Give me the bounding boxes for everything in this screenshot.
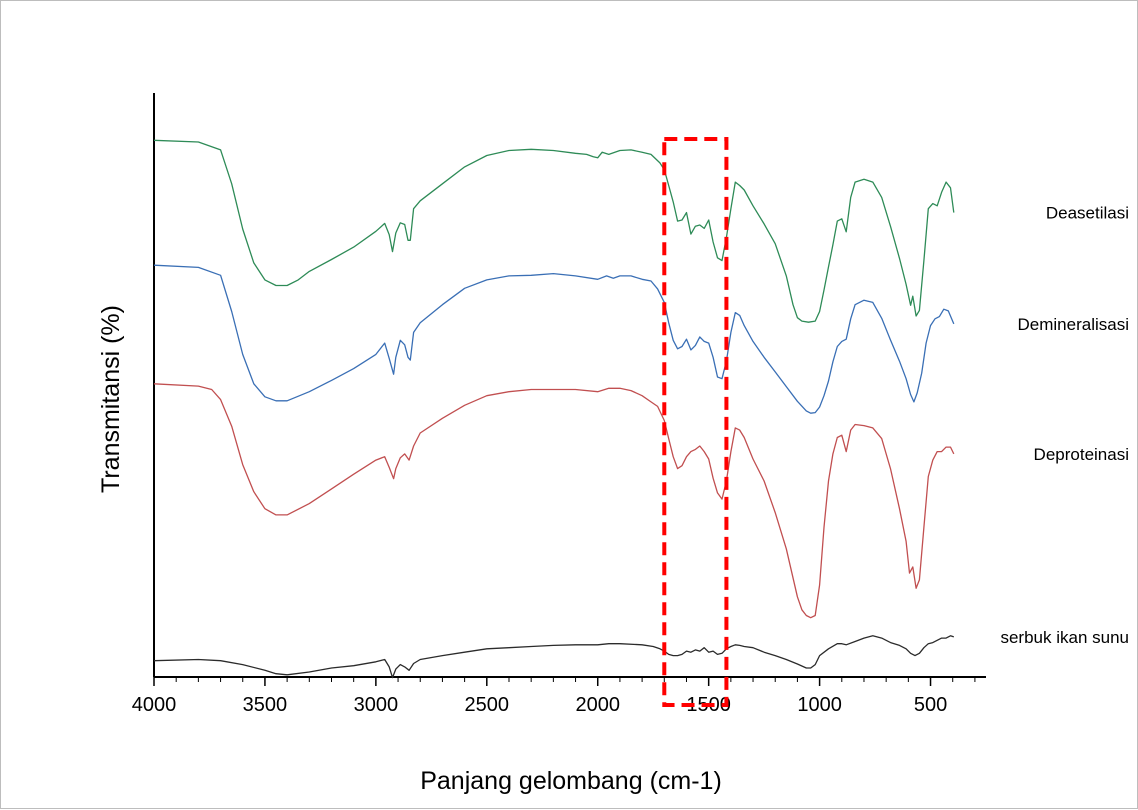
x-tick-label: 1000 — [797, 694, 842, 716]
x-tick-label: 2000 — [575, 694, 620, 716]
series-label-deproteinasi: Deproteinasi — [1034, 445, 1129, 464]
x-axis-title: Panjang gelombang (cm-1) — [420, 767, 722, 795]
labels-layer: Deasetilasi Demineralisasi Deproteinasi ser… — [1000, 204, 1129, 647]
series-line-demineralisasi — [153, 264, 955, 414]
x-tick-label: 3000 — [354, 694, 399, 716]
axes: 4000 3500 3000 2500 2000 1500 1000 500 — [132, 93, 986, 716]
series-line-deasetilasi — [153, 139, 955, 323]
series-label-serbuk-ikan-sunu: serbuk ikan sunu — [1000, 628, 1129, 647]
highlight-box — [662, 137, 729, 707]
series-label-demineralisasi: Demineralisasi — [1018, 315, 1129, 334]
series-line-serbuk-ikan-sunu — [153, 635, 955, 679]
x-tick-label: 4000 — [132, 694, 177, 716]
series-line-deproteinasi — [153, 383, 955, 619]
x-tick-label: 2500 — [465, 694, 510, 716]
x-tick-label: 500 — [914, 694, 947, 716]
series-layer — [153, 139, 955, 679]
highlight-layer — [662, 137, 729, 707]
x-tick-label: 3500 — [243, 694, 288, 716]
y-axis-title: Transmitansi (%) — [97, 305, 125, 493]
series-label-deasetilasi: Deasetilasi — [1046, 204, 1129, 223]
